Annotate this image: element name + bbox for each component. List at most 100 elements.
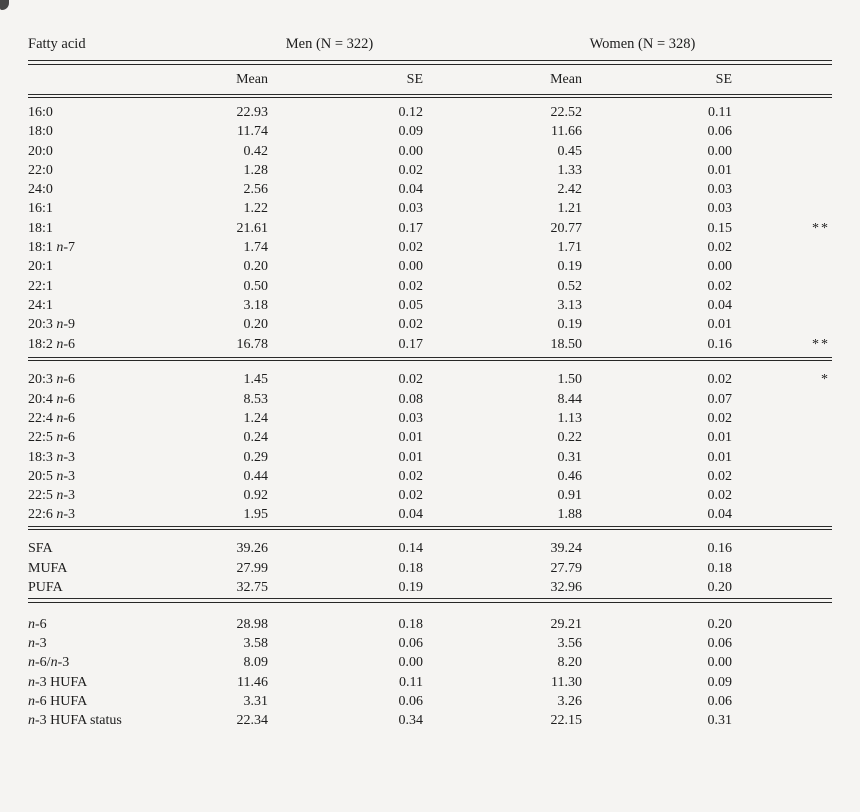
men-mean-value: 21.61 (236, 220, 269, 236)
table-row: n-3 3.58 0.06 3.56 0.06 (28, 634, 832, 653)
men-se-value: 0.05 (398, 297, 424, 313)
row-label: 22:0 (28, 162, 53, 178)
men-se-value: 0.03 (398, 201, 424, 217)
significance-marker (732, 238, 832, 257)
women-mean-value: 1.71 (557, 240, 583, 256)
table-section-fatty-acid-classes: SFA 39.26 0.14 39.24 0.16 MUFA 27.99 0.18 27.79 0… (28, 530, 832, 598)
row-label: 18:1 n-7 (28, 240, 76, 256)
men-se-value: 0.17 (398, 220, 424, 236)
fatty-acid-table: Fatty acid Men (N = 322) Women (N = 328)… (28, 34, 832, 731)
men-se-value: 0.18 (398, 560, 424, 576)
men-se-value: 0.02 (398, 317, 424, 333)
column-header-women-se: SE (715, 71, 732, 87)
women-mean-value: 0.19 (557, 259, 583, 275)
women-se-value: 0.03 (707, 201, 733, 217)
table-row: n-3 HUFA 11.46 0.11 11.30 0.09 (28, 673, 832, 692)
men-mean-value: 27.99 (236, 560, 269, 576)
significance-marker (732, 505, 832, 524)
women-mean-value: 1.88 (557, 507, 583, 523)
row-label: n-6/n-3 (28, 655, 70, 671)
table-row: n-6/n-3 8.09 0.00 8.20 0.00 (28, 653, 832, 672)
men-mean-value: 0.92 (243, 488, 269, 504)
women-mean-value: 22.15 (550, 713, 583, 729)
women-mean-value: 11.30 (551, 674, 582, 690)
men-mean-value: 3.31 (243, 693, 269, 709)
women-mean-value: 1.21 (557, 201, 583, 217)
women-se-value: 0.09 (707, 674, 733, 690)
men-se-value: 0.18 (398, 616, 424, 632)
significance-marker (732, 409, 832, 428)
table-section-major-fatty-acids: 16:0 22.93 0.12 22.52 0.11 18:0 11.74 0.09 11.66… (28, 98, 832, 357)
table-row: 20:4 n-6 8.53 0.08 8.44 0.07 (28, 390, 832, 409)
row-label: 18:0 (28, 124, 53, 140)
women-mean-value: 8.20 (557, 655, 583, 671)
women-mean-value: 0.22 (557, 430, 583, 446)
row-label: 22:1 (28, 278, 53, 294)
row-label: 18:1 (28, 220, 53, 236)
men-mean-value: 11.74 (237, 124, 268, 140)
table-row: SFA 39.26 0.14 39.24 0.16 (28, 539, 832, 558)
women-mean-value: 18.50 (550, 336, 583, 352)
men-mean-value: 22.34 (236, 713, 269, 729)
men-se-value: 0.01 (398, 430, 424, 446)
women-se-value: 0.11 (708, 105, 732, 120)
significance-marker (732, 390, 832, 409)
men-mean-value: 39.26 (236, 541, 269, 557)
men-se-value: 0.01 (398, 449, 424, 465)
men-mean-value: 28.98 (236, 616, 269, 632)
significance-marker (732, 692, 832, 711)
row-label: 20:1 (28, 259, 53, 275)
women-mean-value: 20.77 (550, 220, 583, 236)
women-se-value: 0.03 (707, 182, 733, 198)
women-se-value: 0.00 (707, 655, 733, 671)
table-header-group-row: Fatty acid Men (N = 322) Women (N = 328) (28, 34, 832, 60)
significance-marker (732, 615, 832, 634)
table-row: 24:0 2.56 0.04 2.42 0.03 (28, 180, 832, 199)
significance-marker (732, 257, 832, 276)
men-mean-value: 3.58 (243, 635, 269, 651)
table-row: n-3 HUFA status 22.34 0.34 22.15 0.31 (28, 711, 832, 730)
men-mean-value: 2.56 (243, 182, 269, 198)
women-se-value: 0.00 (707, 259, 733, 275)
column-header-men-mean: Mean (236, 71, 268, 87)
women-mean-value: 0.19 (557, 317, 583, 333)
table-section-summary-indices: n-6 28.98 0.18 29.21 0.20 n-3 3.58 0.06 3.56 0.06… (28, 603, 832, 732)
row-label: 22:4 n-6 (28, 410, 76, 426)
men-mean-value: 1.74 (243, 240, 269, 256)
women-mean-value: 8.44 (557, 391, 583, 407)
row-label: 16:0 (28, 105, 53, 120)
men-mean-value: 16.78 (236, 336, 269, 352)
significance-marker (732, 296, 832, 315)
row-label: 20:3 n-9 (28, 317, 76, 333)
table-row: 22:0 1.28 0.02 1.33 0.01 (28, 161, 832, 180)
women-se-value: 0.15 (707, 220, 733, 236)
table-section-pufa-species: 20:3 n-6 1.45 0.02 1.50 0.02 * 20:4 n-6 8.53 0.0… (28, 361, 832, 525)
significance-marker (732, 578, 832, 597)
women-mean-value: 1.33 (557, 162, 583, 178)
significance-marker (732, 653, 832, 672)
column-group-header-women: Women (N = 328) (589, 36, 696, 52)
table-row: n-6 HUFA 3.31 0.06 3.26 0.06 (28, 692, 832, 711)
table-rule-top (28, 60, 832, 65)
men-se-value: 0.00 (398, 259, 424, 275)
row-label: 20:5 n-3 (28, 468, 76, 484)
significance-marker (732, 103, 832, 122)
men-mean-value: 1.24 (243, 410, 269, 426)
women-mean-value: 1.13 (557, 410, 583, 426)
row-label: SFA (28, 541, 53, 557)
table-rule-section-divider-1 (28, 356, 832, 362)
row-label: 16:1 (28, 201, 53, 217)
table-row: MUFA 27.99 0.18 27.79 0.18 (28, 559, 832, 578)
table-row: 18:2 n-6 16.78 0.17 18.50 0.16 ** (28, 335, 832, 354)
table-rule-section-divider-2 (28, 525, 832, 531)
scan-artifact-corner-mark (0, 0, 9, 10)
women-mean-value: 39.24 (550, 541, 583, 557)
significance-marker (732, 122, 832, 141)
row-label: n-6 HUFA (28, 693, 88, 709)
women-mean-value: 3.26 (557, 693, 583, 709)
women-se-value: 0.00 (707, 143, 733, 159)
men-se-value: 0.11 (399, 674, 423, 690)
women-mean-value: 11.66 (551, 124, 582, 140)
table-subheader-row: Mean SE Mean SE (28, 65, 832, 94)
significance-marker (732, 199, 832, 218)
